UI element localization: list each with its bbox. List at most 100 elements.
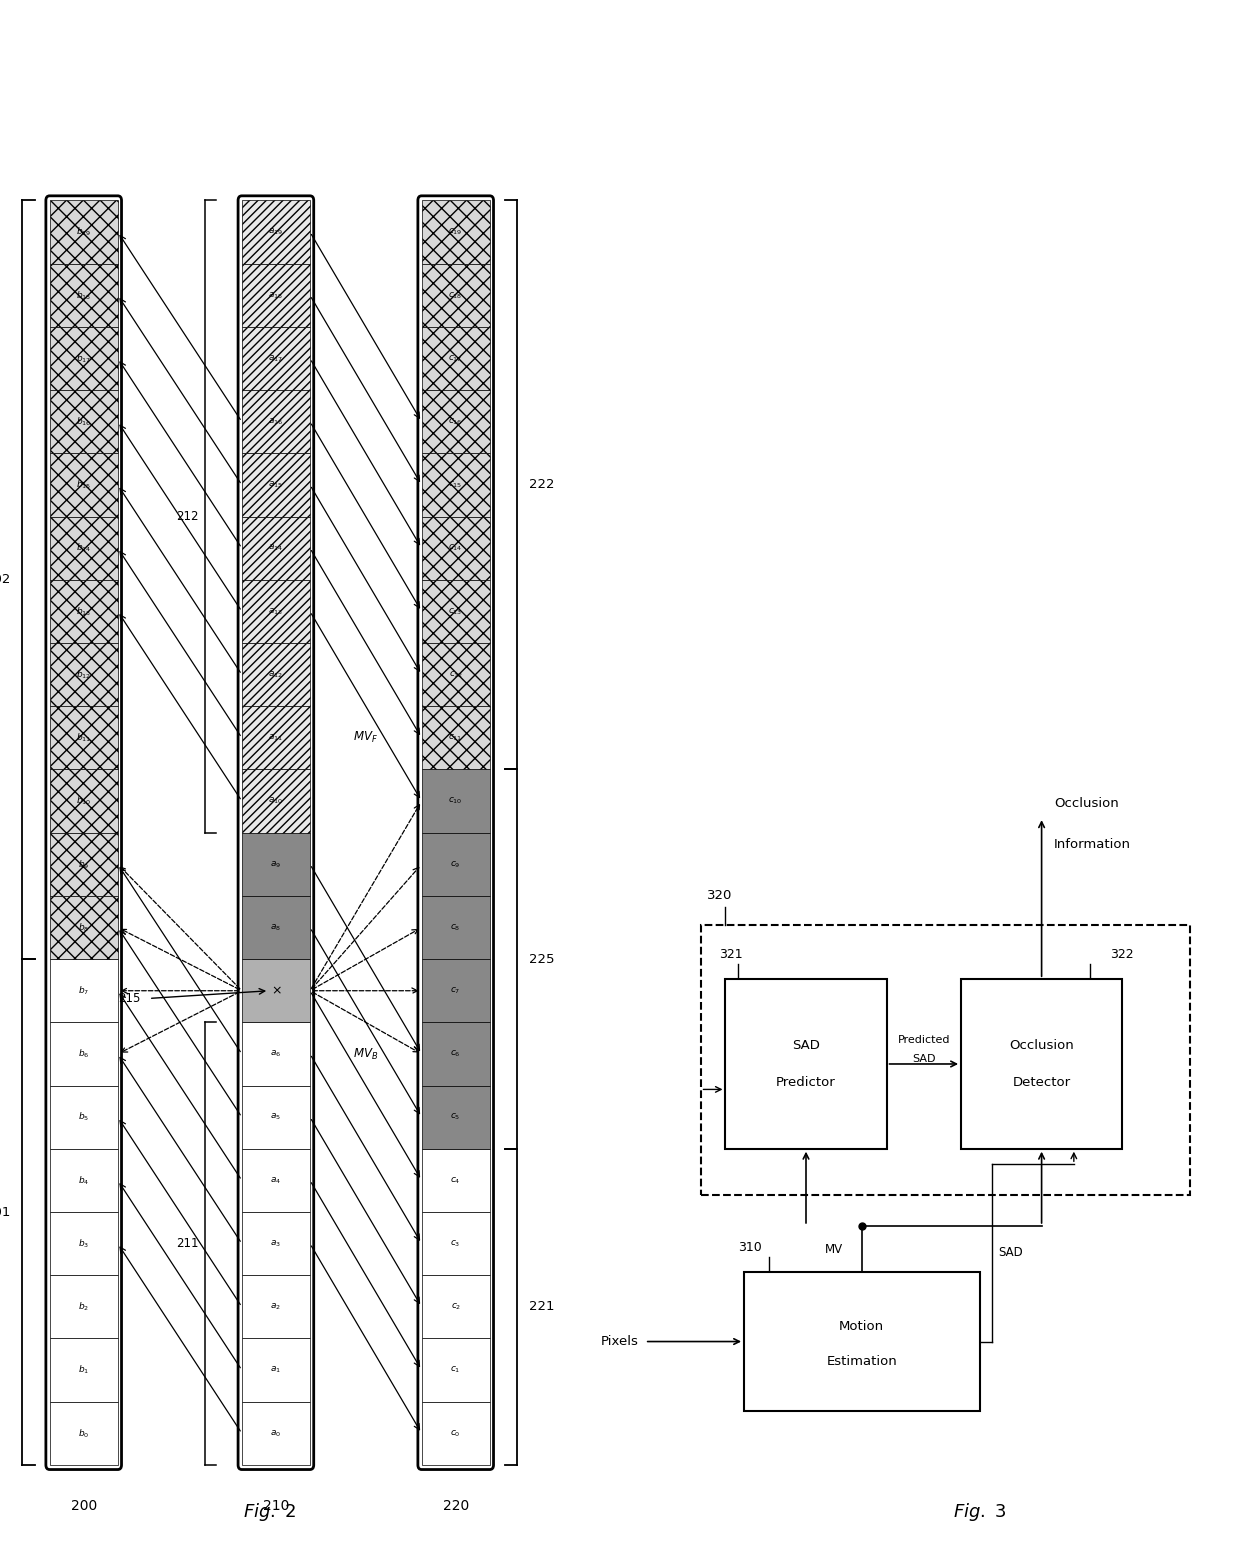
- Text: $b_{7}$: $b_{7}$: [78, 984, 89, 998]
- Bar: [242, 1402, 310, 1465]
- Bar: [242, 643, 310, 706]
- Bar: [422, 959, 490, 1022]
- Text: $c_{3}$: $c_{3}$: [450, 1238, 461, 1249]
- Text: 222: 222: [529, 478, 556, 492]
- Text: $a_{4}$: $a_{4}$: [270, 1175, 281, 1186]
- Bar: [242, 1338, 310, 1402]
- Text: $c_{1}$: $c_{1}$: [450, 1365, 461, 1375]
- Text: $a_{18}$: $a_{18}$: [268, 290, 284, 301]
- Text: $a_{9}$: $a_{9}$: [270, 859, 281, 870]
- Text: Information: Information: [1054, 839, 1131, 851]
- Text: 322: 322: [1110, 948, 1133, 961]
- Text: $b_{9}$: $b_{9}$: [78, 857, 89, 871]
- Text: 202: 202: [0, 574, 10, 586]
- Bar: [422, 1022, 490, 1086]
- Bar: [50, 1338, 118, 1402]
- Bar: [242, 1022, 310, 1086]
- Text: $a_{11}$: $a_{11}$: [268, 732, 284, 743]
- Bar: [50, 706, 118, 769]
- Text: $b_{12}$: $b_{12}$: [76, 668, 92, 682]
- Bar: [50, 200, 118, 264]
- Bar: [242, 1212, 310, 1275]
- Text: $c_{8}$: $c_{8}$: [450, 922, 461, 933]
- Text: $a_{3}$: $a_{3}$: [270, 1238, 281, 1249]
- Text: $c_{9}$: $c_{9}$: [450, 859, 461, 870]
- Bar: [242, 1149, 310, 1212]
- Text: $\it{Fig.}$ $\it{2}$: $\it{Fig.}$ $\it{2}$: [243, 1502, 296, 1523]
- Bar: [422, 1212, 490, 1275]
- Bar: [422, 706, 490, 769]
- Bar: [422, 327, 490, 390]
- Bar: [242, 1086, 310, 1149]
- Text: Detector: Detector: [1013, 1076, 1070, 1089]
- Bar: [50, 517, 118, 580]
- Text: MV: MV: [825, 1243, 843, 1255]
- Text: $a_{5}$: $a_{5}$: [270, 1112, 281, 1123]
- Bar: [422, 896, 490, 959]
- Text: $a_{16}$: $a_{16}$: [268, 416, 284, 427]
- Text: $b_{17}$: $b_{17}$: [76, 352, 92, 365]
- Bar: [422, 1402, 490, 1465]
- Text: 201: 201: [0, 1206, 10, 1218]
- Text: 225: 225: [529, 953, 556, 965]
- Text: $MV_F$: $MV_F$: [353, 731, 378, 745]
- Text: $MV_B$: $MV_B$: [353, 1047, 378, 1061]
- Bar: [50, 390, 118, 453]
- Text: $c_{14}$: $c_{14}$: [449, 543, 463, 554]
- Text: $c_{2}$: $c_{2}$: [450, 1301, 461, 1312]
- Text: $a_{10}$: $a_{10}$: [268, 796, 284, 806]
- Text: $c_{0}$: $c_{0}$: [450, 1428, 461, 1439]
- Bar: [744, 1272, 980, 1411]
- Text: $c_{5}$: $c_{5}$: [450, 1112, 461, 1123]
- Text: 320: 320: [707, 890, 732, 902]
- Bar: [50, 327, 118, 390]
- Text: $c_{15}$: $c_{15}$: [449, 480, 463, 490]
- Text: $a_{1}$: $a_{1}$: [270, 1365, 281, 1375]
- Bar: [701, 925, 1190, 1195]
- Bar: [242, 264, 310, 327]
- Text: $c_{11}$: $c_{11}$: [449, 732, 463, 743]
- Text: $c_{12}$: $c_{12}$: [449, 669, 463, 680]
- Text: $b_{18}$: $b_{18}$: [76, 288, 92, 302]
- Text: $b_{1}$: $b_{1}$: [78, 1363, 89, 1377]
- Bar: [961, 979, 1122, 1149]
- Text: $a_{19}$: $a_{19}$: [268, 227, 284, 237]
- Text: Occlusion: Occlusion: [1009, 1039, 1074, 1052]
- Text: $b_{3}$: $b_{3}$: [78, 1237, 89, 1251]
- Bar: [50, 453, 118, 517]
- Text: $c_{18}$: $c_{18}$: [449, 290, 463, 301]
- Bar: [50, 833, 118, 896]
- Text: SAD: SAD: [792, 1039, 820, 1052]
- Text: Motion: Motion: [839, 1320, 884, 1332]
- Bar: [242, 769, 310, 833]
- Bar: [50, 769, 118, 833]
- Bar: [50, 1402, 118, 1465]
- Text: $\it{Fig.}$ $\it{3}$: $\it{Fig.}$ $\it{3}$: [952, 1502, 1007, 1523]
- Bar: [50, 1086, 118, 1149]
- Text: Predictor: Predictor: [776, 1076, 836, 1089]
- Text: $a_{0}$: $a_{0}$: [270, 1428, 281, 1439]
- Text: SAD: SAD: [913, 1055, 935, 1064]
- Text: 211: 211: [176, 1237, 198, 1251]
- Bar: [242, 517, 310, 580]
- Bar: [50, 1212, 118, 1275]
- Text: 321: 321: [719, 948, 743, 961]
- Bar: [50, 1022, 118, 1086]
- Bar: [422, 453, 490, 517]
- Text: $b_{11}$: $b_{11}$: [76, 731, 92, 745]
- Bar: [50, 643, 118, 706]
- Bar: [242, 1275, 310, 1338]
- Bar: [242, 580, 310, 643]
- Text: $b_{2}$: $b_{2}$: [78, 1300, 89, 1314]
- Bar: [50, 580, 118, 643]
- Text: $c_{7}$: $c_{7}$: [450, 985, 461, 996]
- Bar: [422, 390, 490, 453]
- Bar: [242, 706, 310, 769]
- Text: 220: 220: [443, 1499, 469, 1513]
- Text: Estimation: Estimation: [826, 1355, 898, 1368]
- Text: 212: 212: [176, 510, 198, 523]
- Bar: [50, 1275, 118, 1338]
- Text: $b_{8}$: $b_{8}$: [78, 921, 89, 934]
- Bar: [422, 1338, 490, 1402]
- Text: $b_{0}$: $b_{0}$: [78, 1426, 89, 1440]
